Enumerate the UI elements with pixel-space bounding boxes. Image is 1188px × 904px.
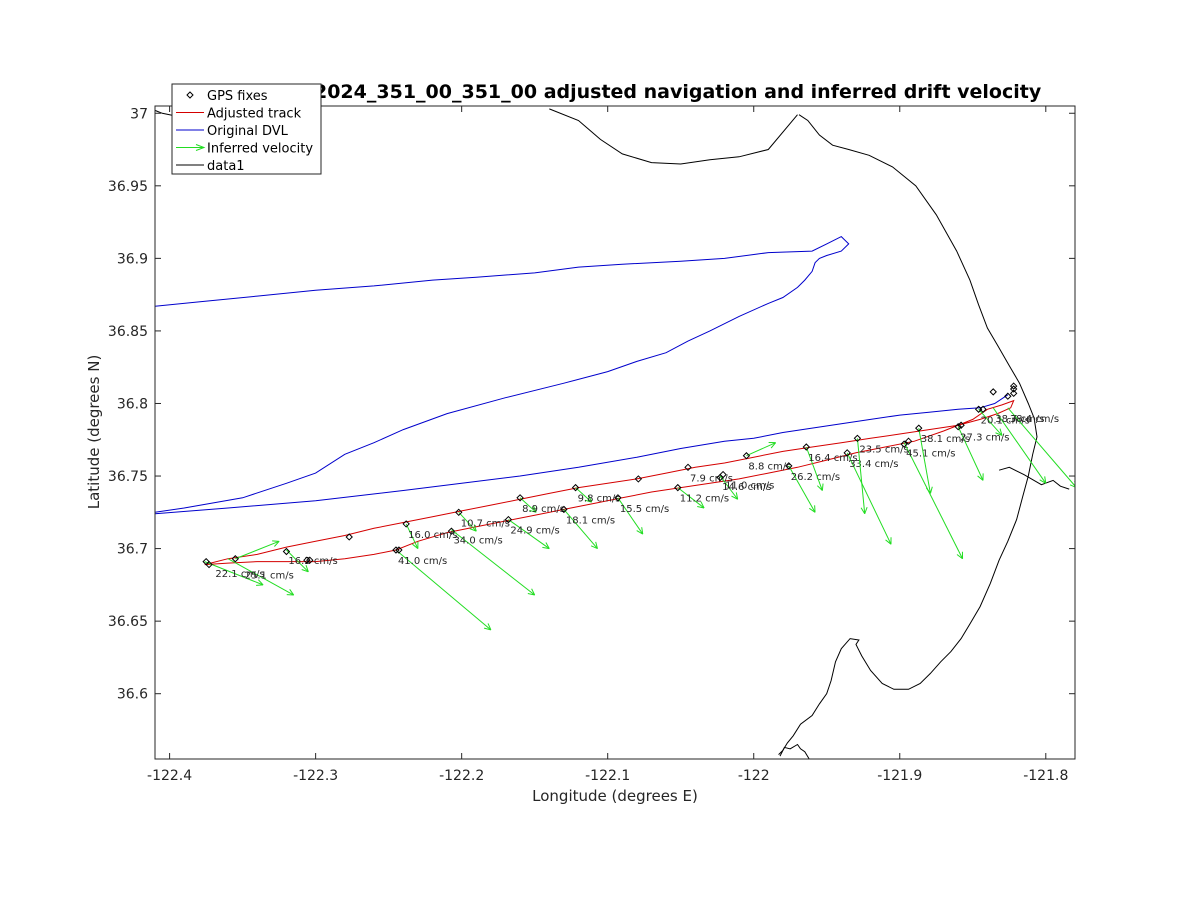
y-tick-label: 36.6 [117, 687, 148, 703]
legend-label: Inferred velocity [207, 142, 313, 157]
x-tick-label: -121.9 [877, 768, 922, 784]
velocity-label: 45.1 cm/s [906, 449, 955, 460]
velocity-label: 18.1 cm/s [566, 515, 615, 526]
velocity-label: 23.5 cm/s [859, 444, 908, 455]
velocity-label: 10.7 cm/s [461, 518, 510, 529]
velocity-label: 26.2 cm/s [791, 472, 840, 483]
velocity-label: 16.2 cm/s [288, 556, 337, 567]
velocity-label: 11.0 cm/s [725, 481, 774, 492]
x-tick-label: -122.2 [439, 768, 484, 784]
velocity-label: 11.2 cm/s [680, 494, 729, 505]
velocity-label: 8.9 cm/s [522, 504, 565, 515]
velocity-label: 15.5 cm/s [620, 504, 669, 515]
velocity-label: 41.0 cm/s [398, 556, 447, 567]
velocity-arrow-head [822, 484, 823, 491]
velocity-label: 16.0 cm/s [408, 530, 457, 541]
velocity-label: 24.9 cm/s [510, 526, 559, 537]
x-tick-label: -122.3 [293, 768, 338, 784]
y-tick-label: 36.75 [108, 469, 148, 485]
x-tick-label: -121.8 [1023, 768, 1068, 784]
legend-label: Adjusted track [207, 107, 302, 122]
y-axis-label: Latitude (degrees N) [85, 355, 103, 510]
legend-label: GPS fixes [207, 89, 268, 104]
legend-label: Original DVL [207, 124, 289, 139]
legend-label: data1 [207, 159, 245, 174]
x-tick-label: -122.4 [147, 768, 192, 784]
velocity-label: 25.1 cm/s [245, 571, 294, 582]
velocity-label: 38.4 cm/s [1010, 414, 1059, 425]
velocity-label: 33.4 cm/s [849, 459, 898, 470]
y-tick-label: 37 [130, 106, 148, 122]
velocity-arrow-head [272, 541, 279, 542]
x-axis-label: Longitude (degrees E) [532, 787, 698, 805]
y-tick-label: 36.7 [117, 542, 148, 558]
velocity-label: 34.0 cm/s [453, 536, 502, 547]
velocity-label: 9.8 cm/s [578, 494, 621, 505]
y-tick-label: 36.85 [108, 324, 148, 340]
x-tick-label: -122.1 [585, 768, 630, 784]
y-tick-label: 36.65 [108, 614, 148, 630]
y-tick-label: 36.95 [108, 179, 148, 195]
y-tick-label: 36.8 [117, 396, 148, 412]
velocity-label: 8.8 cm/s [748, 462, 791, 473]
x-tick-label: -122 [738, 768, 770, 784]
legend: GPS fixes Adjusted track Original DVL Infer… [172, 84, 321, 174]
velocity-arrow-head [256, 585, 263, 586]
y-tick-label: 36.9 [117, 251, 148, 267]
